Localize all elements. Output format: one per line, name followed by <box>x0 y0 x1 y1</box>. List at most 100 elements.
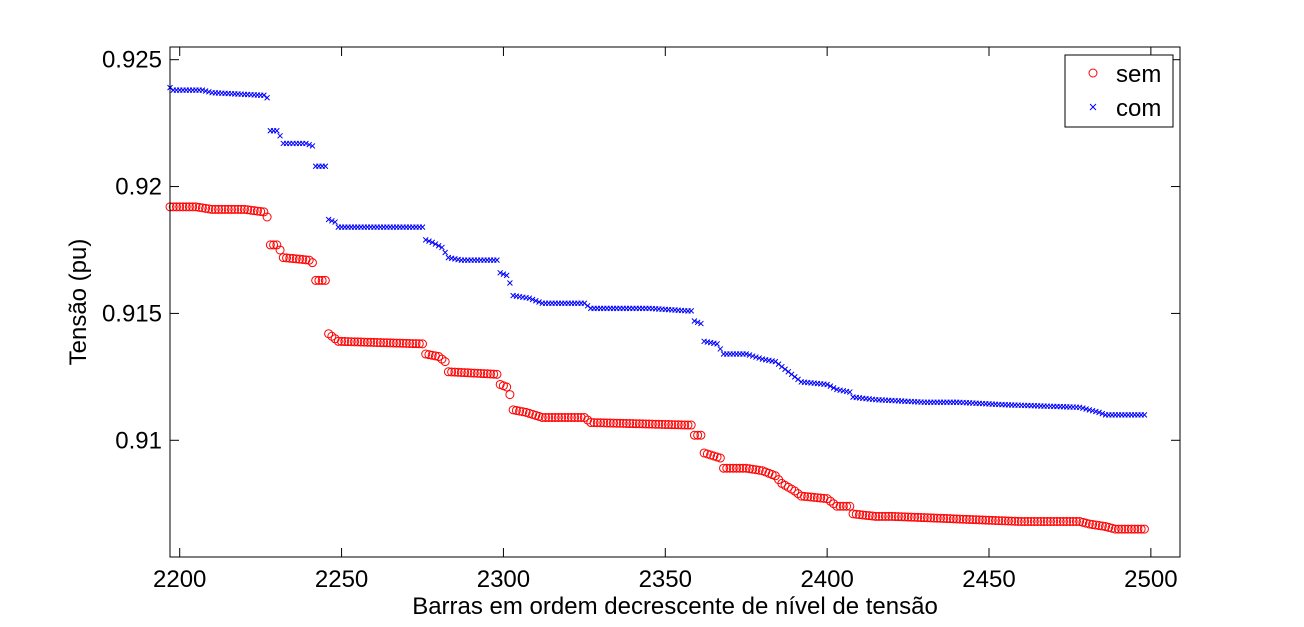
point-sem <box>217 204 227 214</box>
point-sem <box>278 253 288 263</box>
legend-sem-label: sem <box>1116 61 1161 88</box>
point-sem <box>955 514 965 524</box>
point-sem <box>634 419 644 429</box>
point-sem <box>265 240 275 250</box>
point-sem <box>492 369 502 379</box>
point-sem <box>343 337 353 347</box>
point-sem <box>589 418 599 428</box>
y-tick-label: 0.92 <box>115 174 162 201</box>
point-com <box>846 389 853 395</box>
x-tick-label: 2300 <box>477 566 530 593</box>
x-tick-label: 2350 <box>639 566 692 593</box>
point-com <box>717 346 724 352</box>
point-sem <box>168 202 178 212</box>
point-sem <box>511 405 521 415</box>
point-sem <box>689 430 699 440</box>
point-sem <box>1049 516 1059 526</box>
point-sem <box>1000 516 1010 526</box>
point-sem <box>1033 516 1043 526</box>
point-sem <box>541 412 551 422</box>
point-sem <box>350 337 360 347</box>
point-sem <box>233 204 243 214</box>
point-com <box>1080 405 1086 411</box>
point-com <box>1099 410 1106 417</box>
point-sem <box>1094 521 1104 531</box>
point-sem <box>803 492 813 502</box>
point-sem <box>893 512 903 522</box>
point-sem <box>1117 524 1127 534</box>
point-sem <box>1078 517 1088 527</box>
point-sem <box>272 240 282 250</box>
plot-frame <box>169 46 1181 558</box>
point-sem <box>670 420 680 430</box>
point-sem <box>469 368 479 378</box>
point-sem <box>796 491 806 501</box>
point-sem <box>489 369 499 379</box>
point-com <box>756 355 763 361</box>
point-sem <box>971 515 981 525</box>
point-sem <box>304 255 314 265</box>
point-sem <box>311 275 321 285</box>
point-sem <box>1013 516 1023 526</box>
point-sem <box>337 336 347 346</box>
point-sem <box>790 486 800 496</box>
point-sem <box>566 412 576 422</box>
point-sem <box>667 420 677 430</box>
point-sem <box>447 367 457 377</box>
point-sem <box>210 204 220 214</box>
point-sem <box>974 515 984 525</box>
point-com <box>1141 412 1148 418</box>
point-sem <box>434 352 444 362</box>
point-sem <box>175 202 185 212</box>
point-sem <box>978 515 988 525</box>
point-com <box>205 88 212 95</box>
point-sem <box>372 337 382 347</box>
point-sem <box>1042 516 1052 526</box>
point-sem <box>858 510 868 520</box>
point-sem <box>191 202 201 212</box>
point-com <box>698 320 704 327</box>
point-sem <box>592 418 602 428</box>
point-com <box>749 353 756 359</box>
point-sem <box>573 412 583 422</box>
point-sem <box>227 204 237 214</box>
point-sem <box>1120 524 1130 534</box>
point-sem <box>1113 524 1123 534</box>
point-sem <box>427 350 437 360</box>
point-sem <box>259 207 269 217</box>
point-com <box>419 224 426 231</box>
point-com <box>529 296 536 303</box>
point-sem <box>181 202 191 212</box>
point-com <box>688 308 695 314</box>
point-sem <box>825 496 835 506</box>
point-com <box>442 249 449 256</box>
point-com <box>753 354 759 360</box>
point-sem <box>1052 516 1062 526</box>
point-sem <box>1007 516 1017 526</box>
point-com <box>435 242 442 249</box>
point-sem <box>939 513 949 523</box>
y-axis-label: Tensão (pu) <box>65 239 92 366</box>
point-sem <box>379 338 389 348</box>
point-sem <box>204 204 214 214</box>
point-sem <box>269 240 279 250</box>
point-sem <box>608 418 618 428</box>
point-com <box>1092 408 1099 415</box>
point-sem <box>981 515 991 525</box>
point-com <box>536 299 542 305</box>
point-com <box>309 143 316 149</box>
point-com <box>199 87 206 93</box>
point-com <box>264 94 270 101</box>
point-sem <box>952 514 962 524</box>
x-tick-label: 2200 <box>153 566 206 593</box>
point-sem <box>421 349 431 359</box>
point-sem <box>984 515 994 525</box>
point-sem <box>288 254 298 264</box>
point-sem <box>356 337 366 347</box>
point-sem <box>1046 516 1056 526</box>
point-com <box>500 271 507 277</box>
x-tick-label: 2250 <box>315 566 368 593</box>
point-sem <box>994 516 1004 526</box>
point-com <box>1089 407 1096 414</box>
point-sem <box>812 493 822 503</box>
